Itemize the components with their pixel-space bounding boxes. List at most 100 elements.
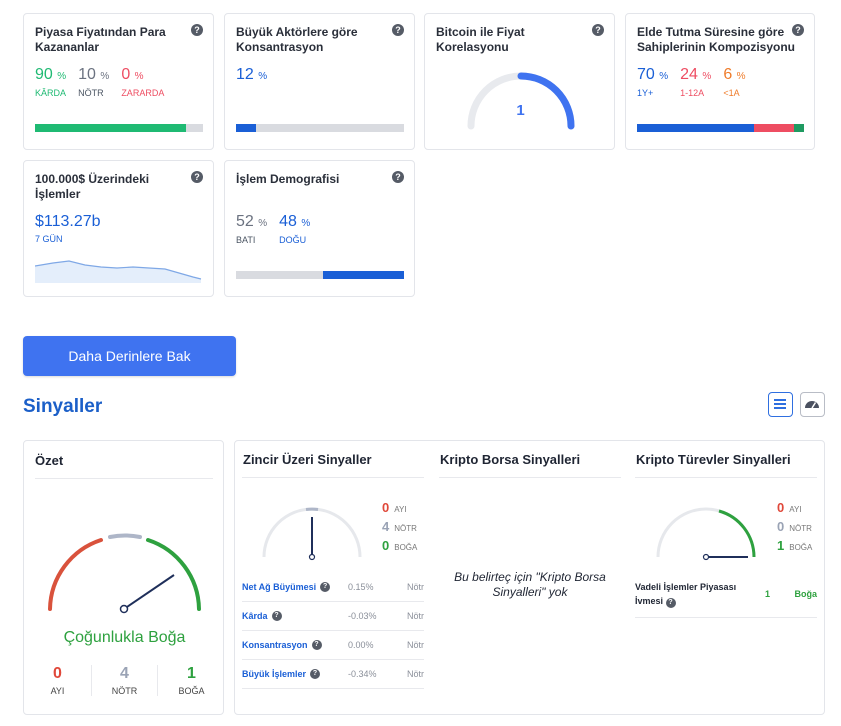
help-icon[interactable]: ? (592, 24, 604, 36)
count-value: 1 (187, 665, 196, 682)
help-icon[interactable]: ? (392, 171, 404, 183)
card-signals-detail (234, 440, 825, 715)
help-icon[interactable]: ? (792, 24, 804, 36)
signal-name: Konsantrasyon (242, 640, 308, 650)
onchain-gauge (262, 507, 362, 561)
derivatives-title: Kripto Türevler Sinyalleri (636, 452, 791, 467)
gauge-icon (805, 401, 819, 409)
help-icon[interactable]: ? (665, 598, 676, 608)
derivatives-count-neutral: 0 NÖTR (777, 519, 812, 534)
signal-name: Kârda (242, 611, 268, 621)
demographics-bar (236, 271, 404, 279)
stat-label: DOĞU (279, 235, 307, 245)
card-demographics: İşlem Demografisi ? 52 % BATI 48 % DOĞU (224, 160, 415, 297)
gauge-view-button[interactable] (800, 392, 825, 417)
count-value: 0 (777, 519, 785, 534)
stat-unit: % (659, 71, 669, 82)
stat-value: 6 (723, 66, 733, 83)
count-label: NÖTR (789, 524, 812, 533)
stat-unit: % (57, 71, 67, 82)
card-title: Elde Tutma Süresine göre Sahiplerinin Ko… (637, 25, 796, 54)
card-profit: Piyasa Fiyatından Para Kazananlar ? 90 %… (23, 13, 214, 150)
signal-name: Büyük İşlemler (242, 669, 307, 679)
large-tx-value: $113.27b (35, 213, 101, 230)
signal-status: Boğa (794, 589, 818, 599)
count-bear: 0 AYI (24, 665, 91, 696)
card-concentration: Büyük Aktörlere göre Konsantrasyon ? 12 … (224, 13, 415, 150)
exchange-title: Kripto Borsa Sinyalleri (440, 452, 581, 467)
exchange-empty-text: Bu belirteç için "Kripto Borsa Sinyaller… (454, 570, 606, 599)
count-value: 0 (53, 665, 62, 682)
signal-row[interactable]: Büyük İşlemler? -0.34% Nötr (242, 660, 424, 689)
stat-east: 48 % DOĞU (279, 213, 310, 246)
bar-segment-east (323, 271, 404, 279)
bar-segment-holding (637, 124, 754, 132)
stat-1-12m: 24 % 1-12A (680, 66, 711, 99)
count-label: AYI (50, 686, 65, 696)
stat-unit: % (258, 218, 268, 229)
count-neutral: 4 NÖTR (91, 665, 158, 696)
bar-segment-holding (753, 124, 794, 132)
count-bull: 1 BOĞA (158, 665, 225, 696)
signal-name: Net Ağ Büyümesi (242, 582, 317, 592)
signal-status: Nötr (406, 582, 424, 592)
stat-label: BATI (236, 235, 256, 245)
onchain-title: Zincir Üzeri Sinyaller (243, 452, 372, 467)
card-title: İşlem Demografisi (236, 172, 340, 186)
concentration-bar (236, 124, 404, 132)
stat-label: KÂRDA (35, 88, 67, 98)
help-icon[interactable]: ? (392, 24, 404, 36)
card-large-transactions: 100.000$ Üzerindeki İşlemler ? $113.27b … (23, 160, 214, 297)
signal-value: -0.34% (348, 669, 377, 679)
help-icon[interactable]: ? (191, 171, 203, 183)
stat-label: 1Y+ (637, 88, 654, 98)
signal-name: Vadeli İşlemler Piyasası İvmesi (635, 582, 737, 606)
help-icon[interactable]: ? (310, 669, 321, 679)
signal-row[interactable]: Net Ağ Büyümesi? 0.15% Nötr (242, 573, 424, 602)
divider (242, 477, 424, 478)
signal-status: Nötr (406, 611, 424, 621)
count-value: 0 (382, 538, 390, 553)
large-tx-sparkline (35, 260, 202, 283)
concentration-bar-fill (236, 124, 257, 132)
card-holding: Elde Tutma Süresine göre Sahiplerinin Ko… (625, 13, 815, 150)
holding-bar (637, 124, 804, 132)
count-value: 0 (777, 500, 785, 515)
deeper-button[interactable]: Daha Derinlere Bak (23, 336, 236, 376)
card-title: Piyasa Fiyatından Para Kazananlar (35, 25, 166, 54)
count-value: 4 (120, 665, 129, 682)
stat-value: 24 (680, 66, 698, 83)
derivatives-count-bull: 1 BOĞA (777, 538, 812, 553)
summary-title: Özet (35, 453, 64, 468)
signal-status: Nötr (406, 669, 424, 679)
derivatives-count-bear: 0 AYI (777, 500, 802, 515)
help-icon[interactable]: ? (271, 611, 282, 621)
onchain-count-bull: 0 BOĞA (382, 538, 417, 553)
signal-row[interactable]: Vadeli İşlemler Piyasası İvmesi ? 1 Boğa (635, 578, 817, 618)
count-label: BOĞA (178, 686, 205, 696)
stat-label: 1-12A (680, 88, 705, 98)
stat-neutral: 10 % NÖTR (78, 66, 109, 99)
divider (439, 477, 621, 478)
signal-row[interactable]: Kârda? -0.03% Nötr (242, 602, 424, 631)
concentration-value: 12 % (236, 66, 267, 86)
list-icon (774, 399, 786, 409)
stat-value: 0 (121, 66, 131, 83)
stat-unit: % (702, 71, 712, 82)
list-view-button[interactable] (768, 392, 793, 417)
stat-value: 48 (279, 213, 297, 230)
stat-unit: % (100, 71, 110, 82)
card-correlation: Bitcoin ile Fiyat Korelasyonu ? 1 (424, 13, 615, 150)
count-label: NÖTR (111, 686, 138, 696)
correlation-value: 1 (516, 102, 525, 119)
signal-row[interactable]: Konsantrasyon? 0.00% Nötr (242, 631, 424, 660)
count-value: 4 (382, 519, 390, 534)
help-icon[interactable]: ? (191, 24, 203, 36)
signal-value: 0.00% (348, 640, 374, 650)
summary-verdict: Çoğunlukla Boğa (63, 629, 186, 646)
help-icon[interactable]: ? (311, 640, 322, 650)
help-icon[interactable]: ? (320, 582, 331, 592)
signal-value: 0.15% (348, 582, 374, 592)
card-title: Büyük Aktörlere göre Konsantrasyon (236, 25, 358, 54)
divider (635, 477, 817, 478)
